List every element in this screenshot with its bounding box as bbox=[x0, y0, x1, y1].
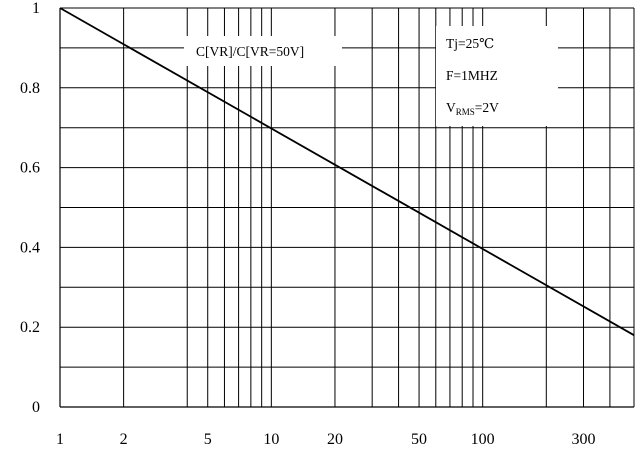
series-line bbox=[59, 7, 635, 336]
x-tick-label: 300 bbox=[572, 431, 596, 448]
vrms-suffix: =2V bbox=[475, 100, 499, 115]
y-tick-label: 0.4 bbox=[20, 239, 40, 256]
y-tick-label: 0 bbox=[32, 399, 40, 416]
x-tick-label: 2 bbox=[120, 431, 128, 448]
y-tick-label: 1 bbox=[32, 0, 40, 17]
curve-label-box bbox=[184, 36, 342, 66]
y-tick-label: 0.6 bbox=[20, 160, 40, 177]
x-tick-labels: 1 2 5 10 20 50 100 300 bbox=[56, 431, 596, 448]
condition-f: F=1MHZ bbox=[446, 68, 498, 83]
vrms-prefix: V bbox=[446, 100, 456, 115]
x-tick-label: 5 bbox=[204, 431, 212, 448]
conditions-box bbox=[436, 26, 558, 126]
x-tick-label: 10 bbox=[263, 431, 279, 448]
x-tick-label: 1 bbox=[56, 431, 64, 448]
y-tick-labels: 0 0.2 0.4 0.6 0.8 1 bbox=[20, 0, 40, 416]
curve-label: C[VR]/C[VR=50V] bbox=[196, 44, 304, 59]
x-tick-label: 100 bbox=[471, 431, 495, 448]
x-tick-label: 50 bbox=[411, 431, 427, 448]
condition-vrms: VRMS=2V bbox=[446, 100, 499, 117]
condition-tj: Tj=25℃ bbox=[446, 36, 494, 51]
plot-frame bbox=[59, 8, 634, 408]
vrms-subscript: RMS bbox=[456, 107, 475, 117]
series-layer bbox=[59, 7, 635, 336]
x-tick-label: 20 bbox=[327, 431, 343, 448]
y-tick-label: 0.2 bbox=[20, 319, 40, 336]
y-tick-label: 0.8 bbox=[20, 80, 40, 97]
